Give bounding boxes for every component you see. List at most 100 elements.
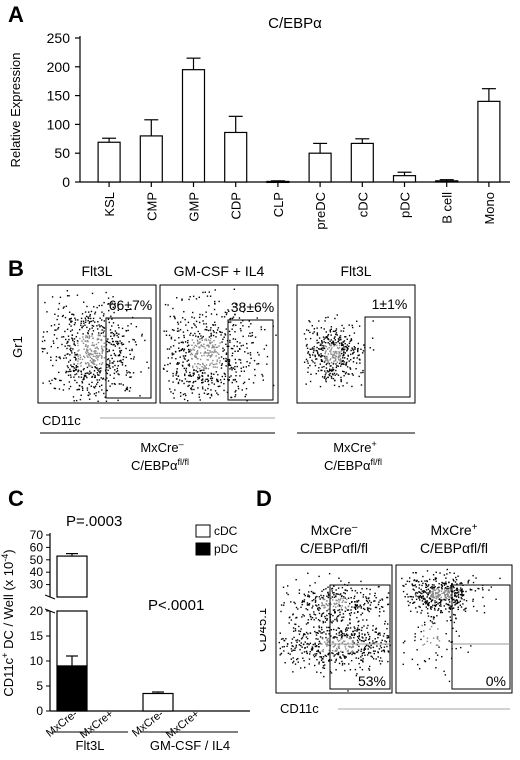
flow-event xyxy=(327,316,329,318)
flow-event xyxy=(122,358,124,361)
flow-event xyxy=(202,388,204,390)
flow-event xyxy=(81,386,83,388)
flow-event xyxy=(361,626,363,629)
flow-event xyxy=(78,388,81,391)
flow-event xyxy=(350,651,353,653)
flow-event xyxy=(320,360,323,362)
flow-event xyxy=(322,604,324,607)
flow-event xyxy=(460,589,463,591)
flow-event xyxy=(173,316,176,318)
flow-event xyxy=(432,618,435,620)
flow-event xyxy=(337,365,339,367)
flow-event xyxy=(458,591,460,593)
flow-event xyxy=(345,648,347,650)
flow-event xyxy=(204,291,206,293)
flow-event xyxy=(91,342,94,344)
flow-event xyxy=(256,317,258,319)
flow-event xyxy=(387,650,389,652)
flow-event xyxy=(331,622,333,624)
flow-event xyxy=(436,615,438,617)
flow-event xyxy=(210,393,213,396)
flow-event xyxy=(100,367,102,369)
flow-event xyxy=(101,352,103,354)
flow-event xyxy=(195,365,198,368)
flow-event xyxy=(435,667,437,669)
flow-event xyxy=(71,313,73,315)
flow-event xyxy=(331,652,333,654)
flow-event xyxy=(330,350,332,352)
flow-event xyxy=(186,360,188,362)
flow-event xyxy=(66,290,69,292)
flow-event xyxy=(97,337,99,340)
flow-event xyxy=(387,651,390,653)
flow-event xyxy=(337,374,340,376)
flow-event xyxy=(68,323,71,326)
flow-event xyxy=(125,387,128,390)
flow-event xyxy=(457,575,459,577)
flow-event xyxy=(456,602,458,605)
flow-event xyxy=(130,357,132,360)
flow-event xyxy=(383,649,385,652)
flow-event xyxy=(373,652,375,655)
flow-event xyxy=(73,370,75,372)
flow-event xyxy=(354,348,356,350)
flow-event xyxy=(387,635,390,637)
y-tick-label: 60 xyxy=(30,540,44,554)
flow-event xyxy=(70,350,73,352)
flow-event xyxy=(343,375,345,377)
flow-event xyxy=(256,363,258,365)
flow-event xyxy=(171,352,173,354)
flow-event xyxy=(207,352,210,354)
flow-event xyxy=(302,657,304,659)
flow-event xyxy=(460,582,462,584)
flow-event xyxy=(81,358,84,361)
flow-event xyxy=(319,636,322,638)
flow-event xyxy=(458,635,460,637)
flow-event xyxy=(426,600,429,602)
flow-event xyxy=(349,368,352,370)
flow-event xyxy=(317,352,319,355)
flow-event xyxy=(98,374,100,376)
flow-event xyxy=(437,609,439,612)
flow-event xyxy=(355,605,357,607)
flow-event xyxy=(98,370,100,372)
flow-event xyxy=(90,353,92,356)
flow-event xyxy=(461,595,463,597)
x-tick-label: pDC xyxy=(398,192,413,218)
flow-event xyxy=(65,338,67,341)
flow-event xyxy=(176,330,179,332)
flow-event xyxy=(103,342,105,344)
flow-event xyxy=(199,352,202,354)
flow-event xyxy=(340,619,343,622)
flow-event xyxy=(91,335,93,337)
flow-event xyxy=(116,332,118,335)
flow-event xyxy=(117,336,120,338)
flow-event xyxy=(333,628,335,631)
flow-event xyxy=(356,639,359,642)
flow-event xyxy=(73,400,75,402)
flow-event xyxy=(170,338,173,340)
flow-event xyxy=(363,604,365,606)
flow-event xyxy=(460,606,463,608)
flow-event xyxy=(347,627,350,629)
flow-event xyxy=(58,388,61,390)
flow-event xyxy=(360,656,362,658)
flow-event xyxy=(324,345,326,347)
flow-event xyxy=(172,392,174,395)
flow-event xyxy=(322,597,324,599)
flow-event xyxy=(357,627,359,629)
flow-event xyxy=(245,366,248,368)
flow-event xyxy=(55,359,57,362)
flow-event xyxy=(118,360,121,362)
flow-event xyxy=(190,332,192,335)
flow-event xyxy=(207,375,209,377)
flow-event xyxy=(96,325,98,327)
flow-event xyxy=(100,363,103,365)
flow-event xyxy=(339,344,341,346)
flow-event xyxy=(362,640,364,642)
flow-event xyxy=(374,631,376,633)
flow-event xyxy=(435,591,437,594)
flow-event xyxy=(414,584,417,586)
flow-event xyxy=(205,364,208,366)
flow-event xyxy=(438,594,441,596)
